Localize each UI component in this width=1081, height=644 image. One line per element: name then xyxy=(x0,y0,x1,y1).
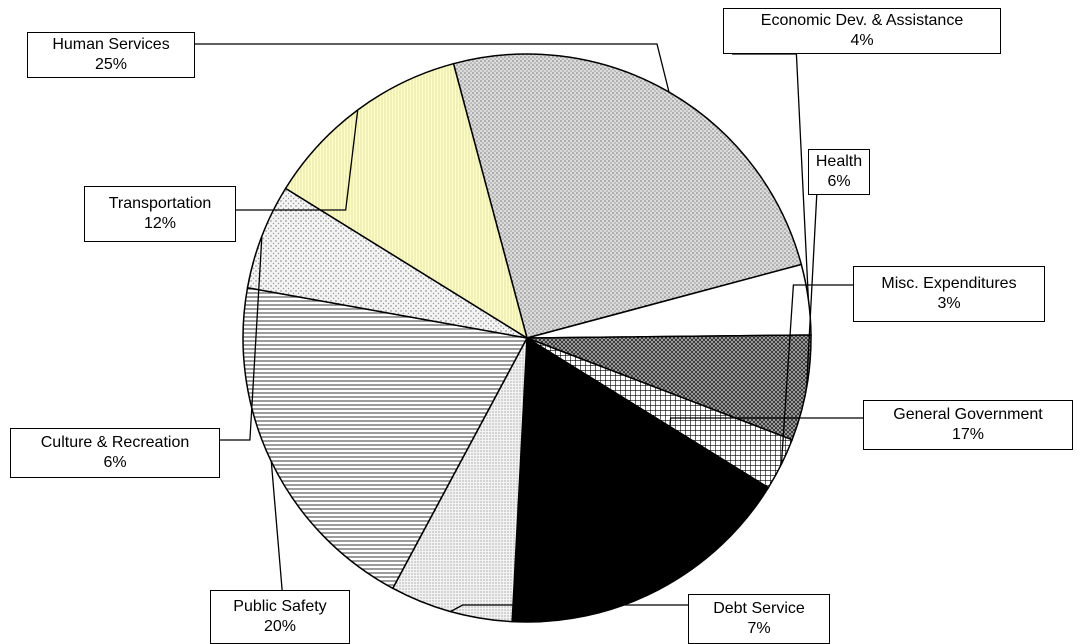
slice-label-name: Economic Dev. & Assistance xyxy=(760,12,964,29)
leader-line xyxy=(236,109,359,211)
slice-label-name: Debt Service xyxy=(713,600,805,617)
slice-label-name: Transportation xyxy=(108,195,212,212)
leader-line xyxy=(732,53,810,300)
slice-label-percent: 7% xyxy=(747,620,771,637)
slice-label-percent: 25% xyxy=(94,56,128,73)
pie-slice-human-services xyxy=(452,53,803,339)
slice-label-name: Misc. Expenditures xyxy=(881,275,1017,292)
slice-label: Debt Service 7% xyxy=(688,594,830,644)
slice-label: Transportation 12% xyxy=(84,186,236,242)
slice-label-percent: 4% xyxy=(850,32,874,49)
slice-label-percent: 6% xyxy=(827,173,851,190)
slice-label-name: General Government xyxy=(893,406,1043,423)
slice-label: General Government 17% xyxy=(863,400,1073,450)
leader-line xyxy=(805,161,820,389)
slice-label: Public Safety 20% xyxy=(210,590,350,644)
slice-label-name: Public Safety xyxy=(233,598,327,615)
slice-label: Misc. Expenditures 3% xyxy=(853,266,1045,322)
leader-line xyxy=(220,236,263,441)
leader-line xyxy=(657,417,863,590)
leader-line xyxy=(780,284,853,465)
leader-line xyxy=(450,604,688,613)
slice-label-percent: 17% xyxy=(951,426,985,443)
slice-label-percent: 12% xyxy=(143,215,177,232)
slice-label-name: Health xyxy=(815,153,863,170)
leader-line xyxy=(195,43,670,93)
slice-label: Culture & Recreation 6% xyxy=(10,428,220,478)
slice-label: Economic Dev. & Assistance 4% xyxy=(723,8,1001,54)
slice-label-name: Human Services xyxy=(52,36,170,53)
slice-label-percent: 20% xyxy=(263,618,297,635)
slice-label: Human Services 25% xyxy=(27,32,195,78)
slice-label-percent: 6% xyxy=(103,454,127,471)
slice-label-percent: 3% xyxy=(937,295,961,312)
slice-label-name: Culture & Recreation xyxy=(40,434,190,451)
slice-label: Health 6% xyxy=(808,149,870,195)
